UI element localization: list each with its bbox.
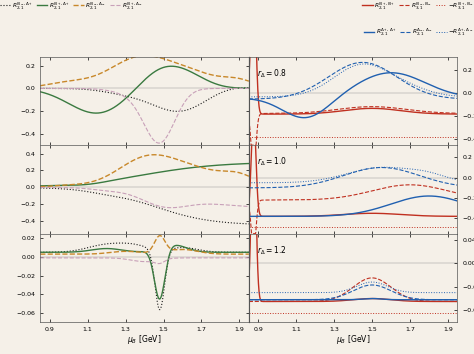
X-axis label: $\mu_B$ [GeV]: $\mu_B$ [GeV] bbox=[128, 333, 162, 347]
Legend: $R_{2,1}^{N_+,N_+}$, $R_{3,1}^{N_-,N_-}$, $-R_{3,1}^{N_+,N_-}$: $R_{2,1}^{N_+,N_+}$, $R_{3,1}^{N_-,N_-}$… bbox=[362, 0, 474, 11]
Legend: $R_{2,1}^{\Delta_+,\Delta_+}$, $R_{2,1}^{\Delta_-,\Delta_-}$, $-R_{2,1}^{\Delta_: $R_{2,1}^{\Delta_+,\Delta_+}$, $R_{2,1}^… bbox=[364, 27, 474, 37]
X-axis label: $\mu_B$ [GeV]: $\mu_B$ [GeV] bbox=[336, 333, 370, 347]
Text: $r_\Delta = 1.0$: $r_\Delta = 1.0$ bbox=[257, 156, 287, 168]
Legend: $R_{2,1}^{N_-,\Delta_+}$, $R_{2,1}^{N_+,\Delta_+}$, $R_{2,1}^{N_-,\Delta_-}$, $R: $R_{2,1}^{N_-,\Delta_+}$, $R_{2,1}^{N_+,… bbox=[0, 0, 143, 11]
Text: $r_\Delta = 0.8$: $r_\Delta = 0.8$ bbox=[257, 67, 287, 80]
Text: $r_\Delta = 1.2$: $r_\Delta = 1.2$ bbox=[257, 244, 286, 257]
